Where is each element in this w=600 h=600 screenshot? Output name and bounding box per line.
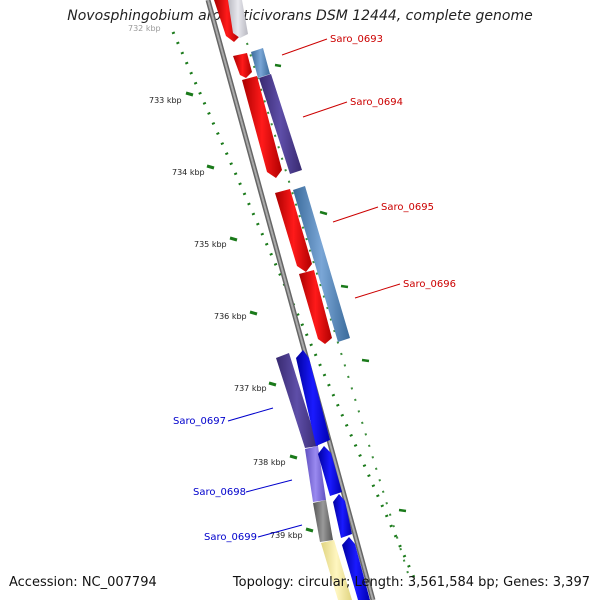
reverse-strand-features [276,350,370,600]
gene-saro-0699-body [333,494,352,538]
gene-label-saro-0698[interactable]: Saro_0698 [193,487,246,498]
scale-labels: 732 kbp 733 kbp 734 kbp 735 kbp 736 kbp … [128,24,303,540]
label-leaders [227,38,401,538]
slate-feature-b [276,353,318,448]
lavender-feature [305,446,326,502]
forward-strand-features [214,0,332,344]
gene-saro-0696-body [299,270,332,344]
grey-feature [313,500,333,542]
gene-saro-0694-body [242,76,282,178]
tick-label-736: 736 kbp [214,312,247,321]
tick-label-732: 732 kbp [128,24,161,33]
gene-label-saro-0695[interactable]: Saro_0695 [381,202,434,213]
outer-ring [239,19,411,581]
tick-label-734: 734 kbp [172,168,205,177]
light-feature-top [228,0,248,38]
gene-label-saro-0694[interactable]: Saro_0694 [350,97,403,108]
backbone-highlight [207,0,374,600]
slate-feature-a [259,74,302,174]
gene-saro-0693-body [233,53,252,78]
gene-saro-0698-body [318,446,342,496]
gene-label-saro-0697[interactable]: Saro_0697 [173,416,226,427]
accession-text: Accession: NC_007794 [9,575,157,590]
tick-label-735: 735 kbp [194,240,227,249]
gene-saro-0695-body [275,189,312,272]
steel-feature-a [251,48,270,78]
gene-saro-0697-body [296,350,330,446]
gene-labels: Saro_0693 Saro_0694 Saro_0695 Saro_0696 … [173,34,456,543]
scale-ring [171,31,417,581]
gene-label-saro-0696[interactable]: Saro_0696 [403,279,456,290]
outer-strand-features [228,0,350,342]
steel-feature-b [293,186,350,342]
genome-title: Novosphingobium aromaticivorans DSM 1244… [67,8,533,24]
outer-ticks [274,63,407,513]
gene-label-saro-0693[interactable]: Saro_0693 [330,34,383,45]
gene-label-saro-0699[interactable]: Saro_0699 [204,532,257,543]
gene-block-bottom-blue [342,537,370,600]
tick-label-733: 733 kbp [149,96,182,105]
genome-summary-text: Topology: circular; Length: 3,561,584 bp… [232,575,590,590]
scale-tick-marks [185,91,314,533]
tick-label-737: 737 kbp [234,384,267,393]
tick-label-739: 739 kbp [270,531,303,540]
tick-label-738: 738 kbp [253,458,286,467]
cream-feature [321,540,352,600]
